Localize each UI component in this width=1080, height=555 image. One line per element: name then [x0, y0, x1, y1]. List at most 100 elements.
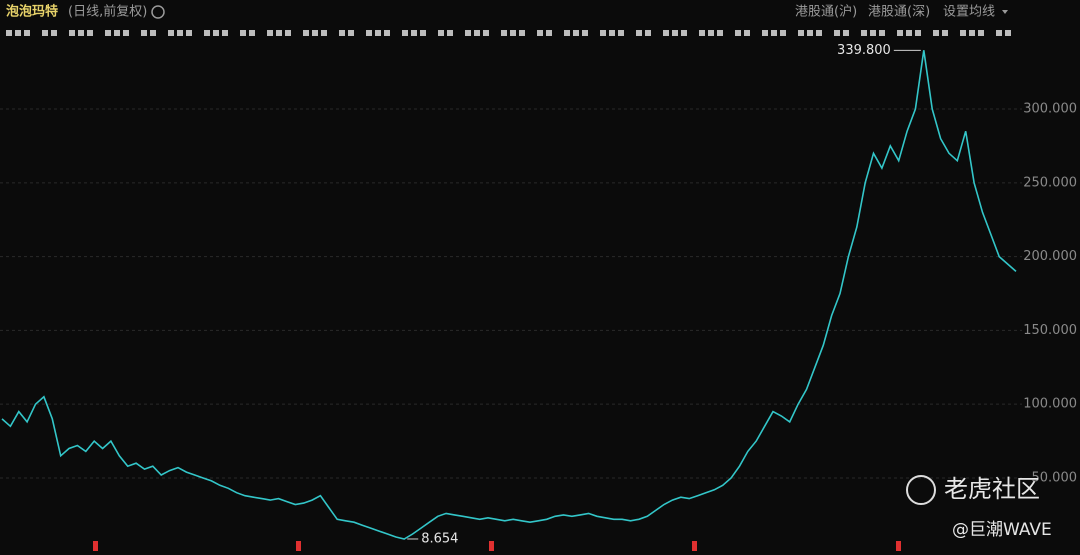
dividend-marker [896, 541, 901, 551]
event-icon [168, 30, 174, 36]
event-icon [483, 30, 489, 36]
event-icon [312, 30, 318, 36]
event-icon [960, 30, 966, 36]
event-icon [564, 30, 570, 36]
y-tick-label: 100.000 [1023, 397, 1077, 412]
hk-connect-sh[interactable]: 港股通(沪) [795, 4, 857, 20]
plot: 50.000 100.000 150.000 200.000 250.000 300.00… [0, 43, 1078, 546]
event-icon [708, 30, 714, 36]
y-tick-label: 300.000 [1023, 102, 1077, 117]
event-icon [798, 30, 804, 36]
event-icon [744, 30, 750, 36]
event-icon [816, 30, 822, 36]
event-icon [384, 30, 390, 36]
event-icon [123, 30, 129, 36]
event-icon [834, 30, 840, 36]
event-icon [915, 30, 921, 36]
event-icon [78, 30, 84, 36]
event-icon [87, 30, 93, 36]
event-icon [6, 30, 12, 36]
event-icon [771, 30, 777, 36]
event-icon [222, 30, 228, 36]
event-icon [609, 30, 615, 36]
event-icon [285, 30, 291, 36]
event-icon [996, 30, 1002, 36]
event-icon [42, 30, 48, 36]
annotation-label: 8.654 [421, 531, 458, 546]
event-icon [537, 30, 543, 36]
event-icon [114, 30, 120, 36]
ma-settings[interactable]: 设置均线 [943, 5, 995, 20]
event-icon [303, 30, 309, 36]
event-icon [420, 30, 426, 36]
event-icon [870, 30, 876, 36]
event-icon [861, 30, 867, 36]
event-icon [618, 30, 624, 36]
event-icon [636, 30, 642, 36]
event-icon [465, 30, 471, 36]
event-icon [375, 30, 381, 36]
event-icon [501, 30, 507, 36]
dividend-marker [489, 541, 494, 551]
y-tick-label: 250.000 [1023, 175, 1077, 190]
y-tick-label: 50.000 [1032, 470, 1078, 485]
event-icon [645, 30, 651, 36]
event-icon [69, 30, 75, 36]
stock-title: 泡泡玛特 [6, 4, 58, 20]
event-row [6, 30, 1011, 36]
event-icon [546, 30, 552, 36]
settings-icon[interactable] [151, 5, 165, 19]
event-icon [1005, 30, 1011, 36]
event-icon [780, 30, 786, 36]
hk-connect-sz[interactable]: 港股通(深) [868, 5, 930, 20]
event-icon [321, 30, 327, 36]
event-icon [141, 30, 147, 36]
event-icon [204, 30, 210, 36]
event-icon [438, 30, 444, 36]
event-icon [213, 30, 219, 36]
event-icon [663, 30, 669, 36]
y-tick-label: 200.000 [1023, 249, 1077, 264]
event-icon [807, 30, 813, 36]
event-icon [348, 30, 354, 36]
dividend-marker [296, 541, 301, 551]
event-icon [879, 30, 885, 36]
dropdown-arrow[interactable] [1002, 10, 1008, 14]
event-icon [411, 30, 417, 36]
event-icon [402, 30, 408, 36]
y-tick-label: 150.000 [1023, 323, 1077, 338]
event-icon [15, 30, 21, 36]
event-icon [843, 30, 849, 36]
event-icon [600, 30, 606, 36]
event-icon [276, 30, 282, 36]
event-icon [933, 30, 939, 36]
watermark-logo [906, 475, 936, 505]
stock-subtitle: (日线,前复权) [68, 4, 147, 20]
watermark-brand: 老虎社区 [944, 475, 1040, 503]
event-icon [510, 30, 516, 36]
event-icon [447, 30, 453, 36]
event-icon [699, 30, 705, 36]
event-icon [897, 30, 903, 36]
event-icon [969, 30, 975, 36]
event-icon [573, 30, 579, 36]
event-icon [186, 30, 192, 36]
event-icon [717, 30, 723, 36]
event-icon [582, 30, 588, 36]
dividend-marker [93, 541, 98, 551]
price-line [1, 50, 1017, 540]
event-icon [906, 30, 912, 36]
event-icon [51, 30, 57, 36]
event-icon [249, 30, 255, 36]
event-icon [681, 30, 687, 36]
event-icon [366, 30, 372, 36]
event-icon [474, 30, 480, 36]
event-icon [24, 30, 30, 36]
dividend-marker [692, 541, 697, 551]
event-icon [267, 30, 273, 36]
event-icon [177, 30, 183, 36]
event-icon [762, 30, 768, 36]
